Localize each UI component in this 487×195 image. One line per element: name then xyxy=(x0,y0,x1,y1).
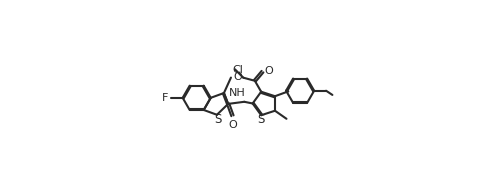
Text: S: S xyxy=(258,113,265,126)
Text: O: O xyxy=(233,72,242,82)
Text: NH: NH xyxy=(229,88,245,98)
Text: O: O xyxy=(264,66,273,76)
Text: F: F xyxy=(162,93,169,103)
Text: S: S xyxy=(214,113,222,126)
Text: O: O xyxy=(229,120,238,130)
Text: Cl: Cl xyxy=(232,65,243,75)
